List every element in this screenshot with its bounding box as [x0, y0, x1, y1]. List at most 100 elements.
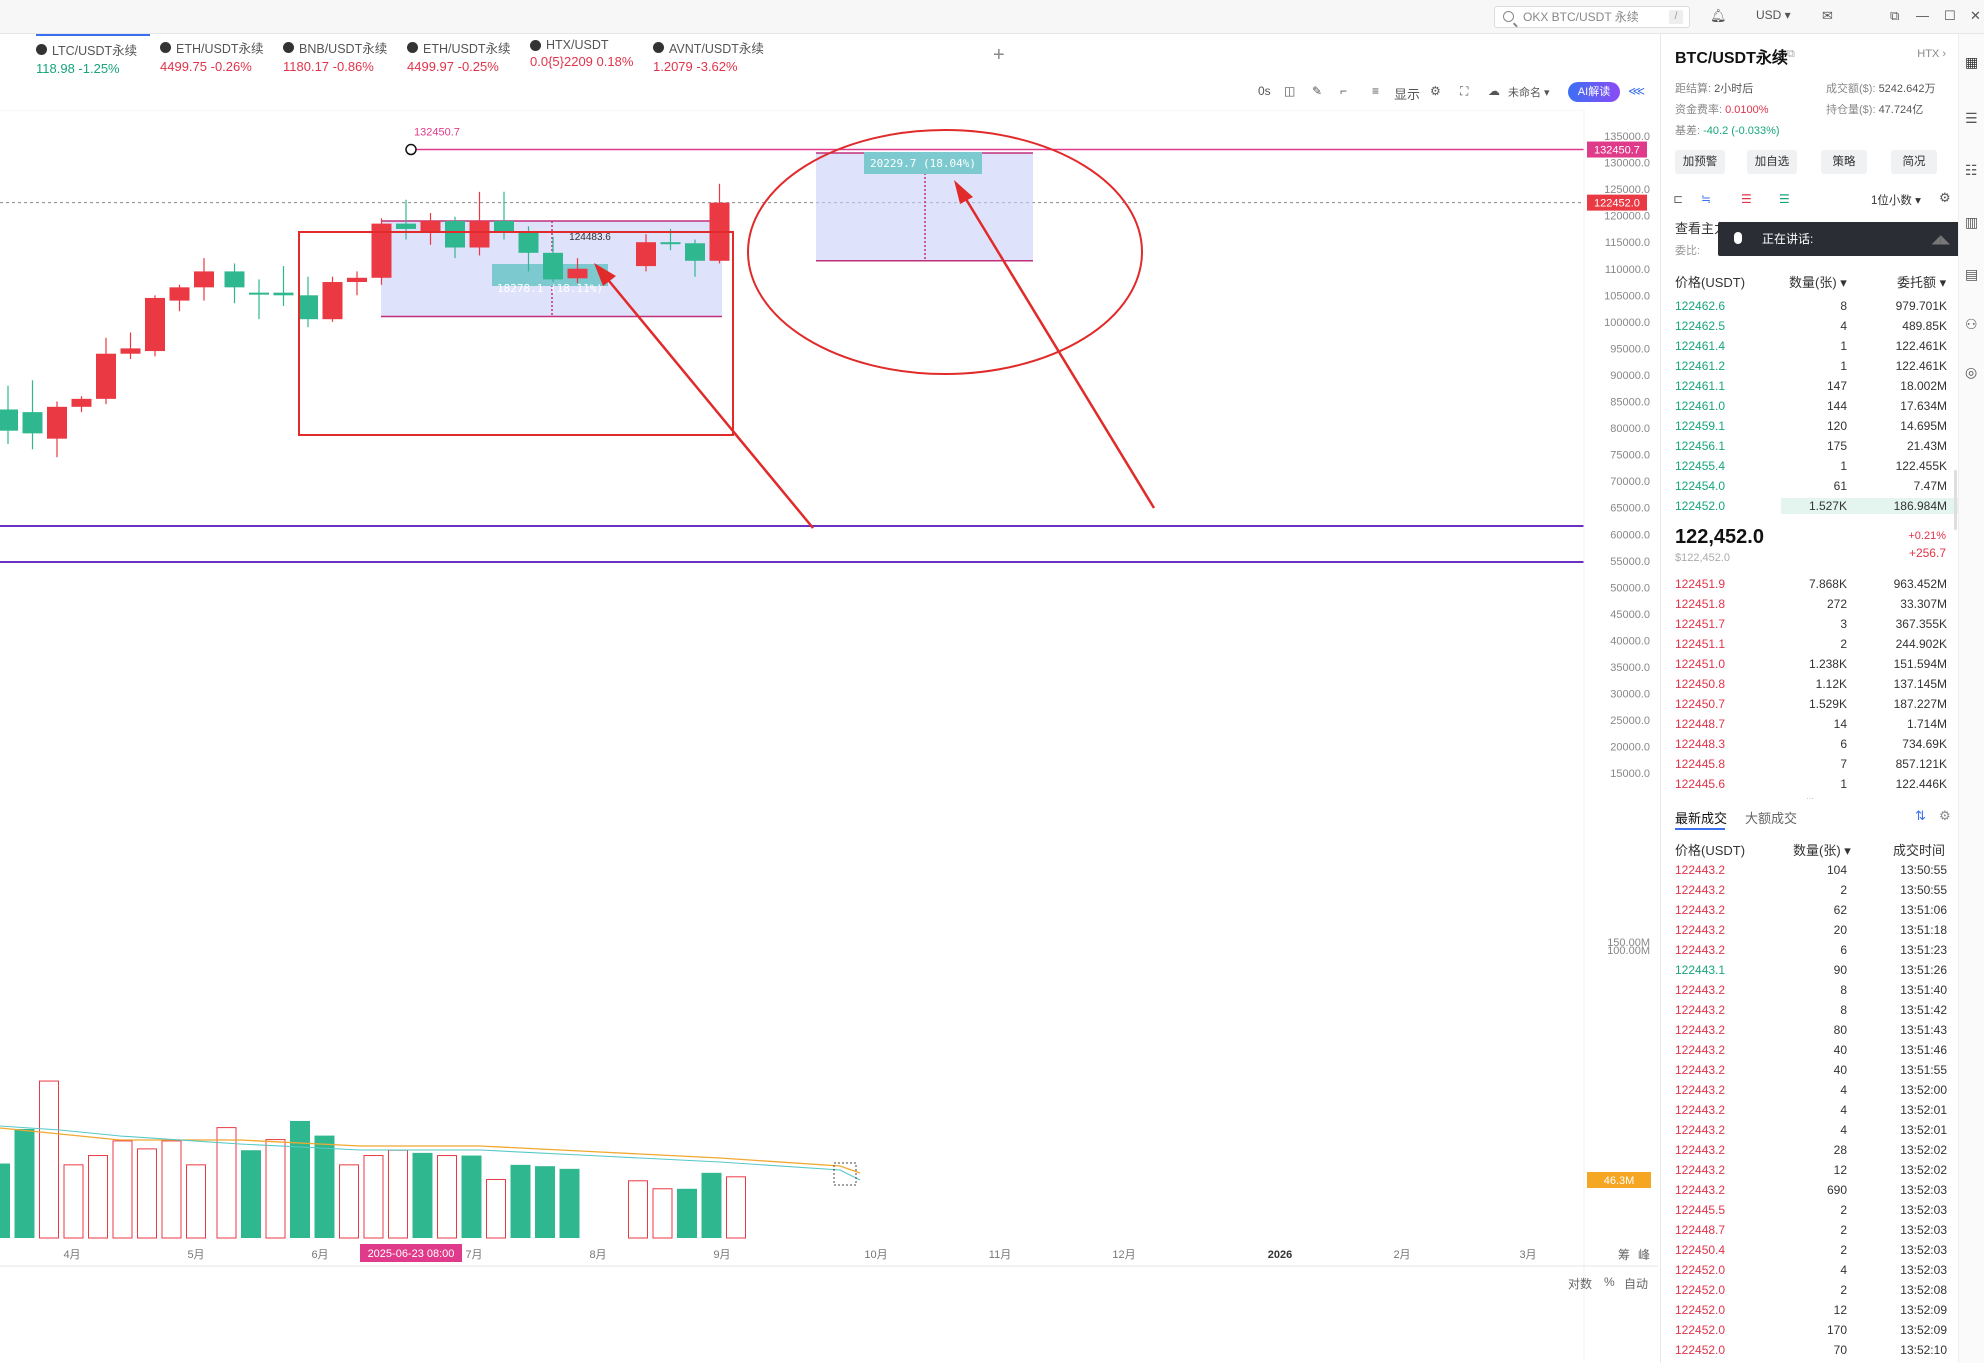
grid-icon[interactable]: ▦ [1965, 54, 1979, 70]
trade-row: 122443.1 90 13:51:26 [1661, 960, 1959, 980]
price-axis-tick: 100000.0 [1604, 317, 1650, 329]
bell-icon[interactable]: 🔔︎ [1710, 8, 1727, 23]
cloud-icon[interactable]: ☁ [1488, 84, 1500, 98]
bid-row[interactable]: 122461.2 1 122.461K [1661, 356, 1959, 376]
ask-row[interactable]: 122451.1 2 244.902K [1661, 634, 1959, 654]
settings-icon[interactable]: ⚙ [1430, 84, 1441, 98]
ask-row[interactable]: 122445.8 7 857.121K [1661, 754, 1959, 774]
list-icon[interactable]: ☷ [1965, 162, 1978, 178]
trade-price: 122443.2 [1675, 883, 1726, 897]
share-icon[interactable]: ⋘ [1628, 84, 1646, 98]
alert-button[interactable]: 加预警 [1675, 150, 1725, 174]
bid-row[interactable]: 122455.4 1 122.455K [1661, 456, 1959, 476]
bid-row[interactable]: 122452.0 1.527K 186.984M [1661, 496, 1959, 516]
bid-row[interactable]: 122461.4 1 122.461K [1661, 336, 1959, 356]
ask-row[interactable]: 122451.8 272 33.307M [1661, 594, 1959, 614]
trade-time: 13:52:01 [1900, 1123, 1947, 1137]
trade-price: 122443.2 [1675, 983, 1726, 997]
book-header-total[interactable]: 委托额 ▾ [1897, 275, 1947, 290]
draw-tool-icon[interactable]: ⌐ [1340, 84, 1348, 98]
maximize-icon[interactable]: ☐ [1944, 8, 1956, 23]
calendar-icon[interactable]: ▤ [1965, 266, 1979, 282]
pen-icon[interactable]: ✎ [1312, 84, 1323, 98]
volume-bar [216, 1127, 237, 1239]
indicator-icon[interactable]: ≡ [1372, 84, 1380, 98]
chart-icon[interactable]: ▥ [1965, 214, 1979, 230]
price-axis-tick: 65000.0 [1610, 503, 1650, 515]
price-axis-tick: 45000.0 [1610, 609, 1650, 621]
strategy-button[interactable]: 策略 [1821, 150, 1867, 174]
volume-bar [437, 1155, 457, 1239]
watchlist-button[interactable]: 加自选 [1747, 150, 1797, 174]
ask-row[interactable]: 122451.0 1.238K 151.594M [1661, 654, 1959, 674]
trade-row: 122443.2 104 13:50:55 [1661, 860, 1959, 880]
trade-qty: 4 [1840, 1263, 1847, 1277]
trade-qty: 170 [1826, 1323, 1847, 1337]
bid-row[interactable]: 122461.1 147 18.002M [1661, 376, 1959, 396]
tab-pair-0[interactable]: LTC/USDT永续 118.98 -1.25% [36, 34, 150, 78]
ask-row[interactable]: 122448.3 6 734.69K [1661, 734, 1959, 754]
ask-row[interactable]: 122451.9 7.868K 963.452M [1661, 574, 1959, 594]
view-main-link[interactable]: 查看主力 [1675, 221, 1728, 236]
search-input[interactable]: OKX BTC/USDT 永续 / [1494, 6, 1690, 28]
trade-filter-icon[interactable]: ⇅ [1915, 808, 1926, 823]
bid-row[interactable]: 122459.1 120 14.695M [1661, 416, 1959, 436]
minimize-icon[interactable]: — [1916, 8, 1929, 23]
x-axis-tick: 5月 [187, 1249, 204, 1261]
misc-icon[interactable]: ◎ [1965, 364, 1978, 380]
book-header-qty[interactable]: 数量(张) ▾ [1789, 275, 1847, 290]
auto-scale-toggle[interactable]: 自动 [1624, 1277, 1649, 1291]
tab-pair-change: -0.86% [332, 59, 374, 74]
tab-pair-5[interactable]: AVNT/USDT永续 1.2079 -3.62% [653, 34, 767, 78]
ask-row[interactable]: 122450.7 1.529K 187.227M [1661, 694, 1959, 714]
book-view-asks-icon[interactable]: ☰ [1741, 192, 1752, 206]
book-view-bids-icon[interactable]: ☰ [1779, 192, 1790, 206]
tab-pair-2[interactable]: BNB/USDT永续 1180.17 -0.86% [283, 34, 397, 78]
ask-row[interactable]: 122445.6 1 122.446K [1661, 774, 1959, 794]
add-tab-icon[interactable]: + [993, 44, 1005, 66]
bid-qty: 1 [1840, 339, 1847, 353]
mail-icon[interactable]: ✉︎ [1822, 8, 1833, 23]
display-button[interactable]: 显示 [1394, 87, 1421, 102]
ask-row[interactable]: 122450.8 1.12K 137.145M [1661, 674, 1959, 694]
bid-row[interactable]: 122454.0 61 7.47M [1661, 476, 1959, 496]
precision-select[interactable]: 1位小数 ▾ [1871, 195, 1921, 207]
overview-button[interactable]: 简况 [1891, 150, 1937, 174]
tab-pair-1[interactable]: ETH/USDT永续 4499.75 -0.26% [160, 34, 274, 78]
tab-latest-trades[interactable]: 最新成交 [1675, 811, 1728, 826]
exchange-label[interactable]: HTX › [1917, 48, 1946, 60]
copy-icon[interactable]: ⧉ [1787, 48, 1795, 60]
trade-time: 13:52:03 [1900, 1243, 1947, 1257]
percent-scale-toggle[interactable]: % [1604, 1275, 1615, 1289]
book-view-split-icon[interactable]: ≒ [1701, 192, 1712, 206]
layout-name-select[interactable]: 未命名 ▾ [1508, 87, 1550, 99]
trade-header-qty[interactable]: 数量(张) ▾ [1793, 843, 1851, 858]
tab-pair-4[interactable]: HTX/USDT 0.0{5}2209 0.18% [530, 34, 644, 78]
currency-select[interactable]: USD ▾ [1756, 8, 1791, 22]
ask-row[interactable]: 122448.7 14 1.714M [1661, 714, 1959, 734]
orders-icon[interactable]: ☰ [1965, 110, 1978, 126]
trade-settings-icon[interactable]: ⚙ [1939, 808, 1951, 823]
log-scale-toggle[interactable]: 对数 [1568, 1277, 1593, 1291]
panel-scrollbar[interactable] [1954, 470, 1957, 530]
bot-icon[interactable]: ⚇ [1965, 316, 1978, 332]
pin-icon[interactable]: ⧉ [1890, 8, 1900, 23]
fullscreen-icon[interactable]: ⛶ [1460, 84, 1469, 98]
book-view-both-icon[interactable]: ⊏ [1673, 192, 1684, 206]
camera-icon[interactable]: ◫ [1284, 84, 1296, 98]
ruler-label[interactable]: 筹 [1618, 1248, 1631, 1262]
bid-row[interactable]: 122456.1 175 21.43M [1661, 436, 1959, 456]
bid-row[interactable]: 122461.0 144 17.634M [1661, 396, 1959, 416]
annotation-rect [298, 231, 734, 436]
book-settings-icon[interactable]: ⚙ [1939, 190, 1951, 205]
bid-row[interactable]: 122462.5 4 489.85K [1661, 316, 1959, 336]
candlestick-chart[interactable]: 135000.0 130000.0 125000.0 120000.0 115000.0… [0, 110, 1658, 1360]
close-icon[interactable]: ✕ [1970, 8, 1981, 23]
trade-row: 122443.2 8 13:51:42 [1661, 1000, 1959, 1020]
tab-pair-3[interactable]: ETH/USDT永续 4499.97 -0.25% [407, 34, 521, 78]
ruler-label-2[interactable]: 峰 [1638, 1248, 1651, 1262]
tab-large-trades[interactable]: 大额成交 [1745, 811, 1798, 826]
bid-row[interactable]: 122462.6 8 979.701K [1661, 296, 1959, 316]
ai-analysis-button[interactable]: AI解读 [1568, 82, 1620, 102]
ask-row[interactable]: 122451.7 3 367.355K [1661, 614, 1959, 634]
